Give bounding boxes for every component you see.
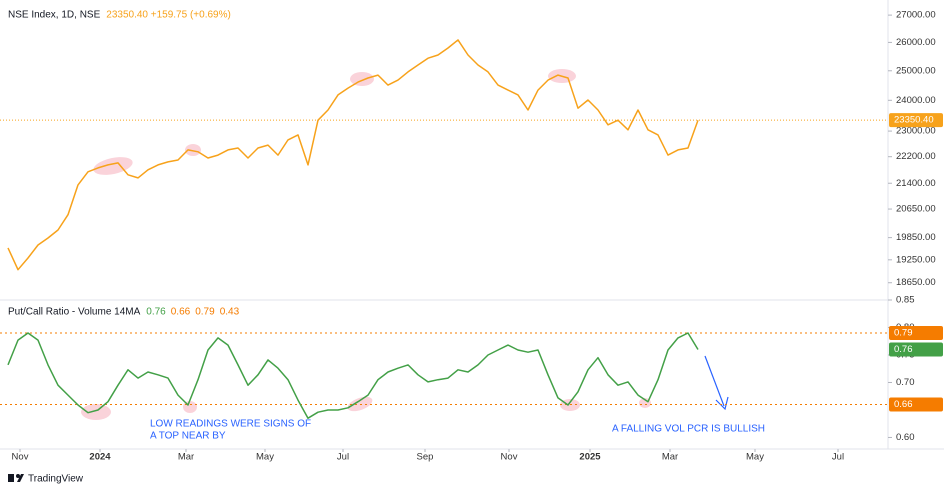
last-value-badge — [889, 342, 943, 357]
indicator-value: 0.66 — [171, 307, 191, 318]
logo-part — [16, 474, 20, 478]
annotation: A TOP NEAR BY — [150, 431, 226, 442]
x-tick-label: Mar — [662, 452, 678, 463]
price-title: NSE Index, 1D, NSE — [8, 10, 101, 21]
y-tick-label: 21400.00 — [896, 178, 936, 189]
reference-label: 0.79 — [894, 328, 913, 339]
y-tick-label: 19250.00 — [896, 254, 936, 265]
highlight — [185, 144, 201, 156]
pcr-title: Put/Call Ratio - Volume 14MA — [8, 307, 141, 318]
indicator-value: 0.43 — [220, 307, 240, 318]
last-value-label: 0.76 — [894, 344, 913, 355]
x-tick-label: Jul — [337, 452, 349, 463]
highlight — [93, 157, 133, 175]
logo-part — [8, 474, 14, 482]
last-price-label: 23350.40 — [894, 115, 934, 126]
annotation: LOW READINGS WERE SIGNS OF — [150, 419, 311, 430]
x-tick-label: May — [256, 452, 274, 463]
y-tick-label: 23000.00 — [896, 126, 936, 137]
y-tick-label: 0.70 — [896, 377, 915, 388]
y-tick-label: 20650.00 — [896, 204, 936, 215]
x-tick-label: 2025 — [579, 452, 601, 463]
highlights — [81, 69, 651, 420]
footer: TradingView — [28, 474, 84, 485]
y-tick-label: 24000.00 — [896, 95, 936, 106]
x-tick-label: Nov — [12, 452, 29, 463]
price-subtitle: 23350.40 +159.75 (+0.69%) — [106, 10, 231, 21]
x-tick-label: Nov — [501, 452, 518, 463]
series-line — [7, 332, 699, 419]
x-tick-label: 2024 — [89, 452, 111, 463]
y-tick-label: 25000.00 — [896, 65, 936, 76]
arrow-head — [715, 396, 729, 411]
y-tick-label: 18650.00 — [896, 277, 936, 288]
y-tick-label: 0.85 — [896, 295, 915, 306]
x-tick-label: May — [746, 452, 764, 463]
arrow — [704, 355, 725, 407]
reference-badge — [889, 325, 943, 340]
x-tick-label: Sep — [417, 452, 434, 463]
last-price-badge — [889, 113, 943, 128]
reference-badge — [889, 397, 943, 412]
x-tick-label: Mar — [178, 452, 194, 463]
indicator-value: 0.79 — [195, 307, 215, 318]
reference-label: 0.66 — [894, 399, 913, 410]
series-line — [7, 39, 699, 271]
x-tick-label: Jul — [832, 452, 844, 463]
y-tick-label: 26000.00 — [896, 37, 936, 48]
footer-logo — [8, 474, 24, 482]
indicator-value: 0.76 — [146, 307, 166, 318]
highlight — [81, 404, 111, 420]
y-tick-label: 22200.00 — [896, 151, 936, 162]
y-tick-label: 0.60 — [896, 432, 915, 443]
y-tick-label: 19850.00 — [896, 232, 936, 243]
logo-part — [17, 474, 24, 482]
y-tick-label: 27000.00 — [896, 10, 936, 21]
annotation: A FALLING VOL PCR IS BULLISH — [612, 424, 765, 435]
